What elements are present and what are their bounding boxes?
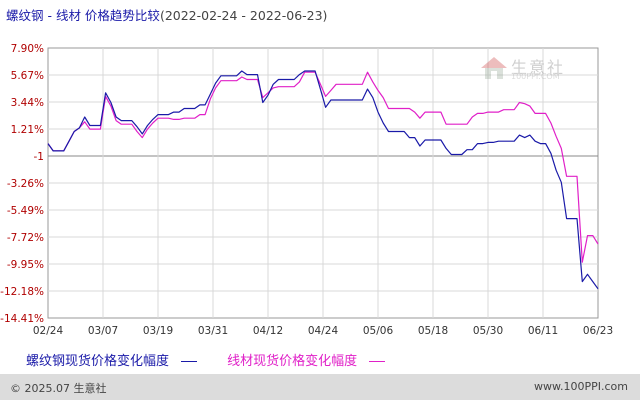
legend-label-rebar: 螺纹钢现货价格变化幅度 xyxy=(26,354,170,369)
y-tick-label: 3.44% xyxy=(11,97,44,109)
house-logo-icon xyxy=(481,57,507,79)
x-tick-label: 03/31 xyxy=(198,325,228,337)
x-tick-label: 05/30 xyxy=(473,325,503,337)
x-tick-label: 03/19 xyxy=(143,325,173,337)
legend-swatch-wire-rod xyxy=(369,361,386,362)
y-tick-label: -5.49% xyxy=(7,205,44,217)
x-tick-label: 02/24 xyxy=(33,325,64,337)
y-tick-label: -12.18% xyxy=(0,286,44,298)
x-tick-label: 05/18 xyxy=(418,325,448,337)
y-tick-label: -7.72% xyxy=(7,232,44,244)
y-tick-label: 5.67% xyxy=(11,70,44,82)
chart-legend: 螺纹钢现货价格变化幅度 线材现货价格变化幅度 xyxy=(26,350,386,369)
x-tick-label: 04/24 xyxy=(308,325,339,337)
series-line-rebar xyxy=(47,70,599,290)
y-tick-label: -3.26% xyxy=(7,178,44,190)
chart-title-text: 螺纹钢 - 线材 价格趋势比较 xyxy=(6,8,160,23)
chart-title: 螺纹钢 - 线材 价格趋势比较(2022-02-24 - 2022-06-23) xyxy=(6,5,327,24)
y-tick-label: 1.21% xyxy=(11,124,44,136)
x-tick-label: 04/12 xyxy=(253,325,283,337)
y-tick-label: -1 xyxy=(34,151,44,163)
y-tick-label: -9.95% xyxy=(7,259,44,271)
x-tick-label: 05/06 xyxy=(363,325,394,337)
chart-date-range: (2022-02-24 - 2022-06-23) xyxy=(159,8,328,23)
grid-lines xyxy=(48,48,598,318)
watermark-sub: 100PPI.COM xyxy=(511,72,560,81)
x-tick-label: 06/23 xyxy=(583,325,613,337)
series-lines xyxy=(47,70,599,290)
series-line-wire-rod xyxy=(47,71,599,263)
legend-label-wire-rod: 线材现货价格变化幅度 xyxy=(227,354,358,369)
x-tick-label: 06/11 xyxy=(528,325,558,337)
y-tick-label: -14.41% xyxy=(0,313,44,325)
footer-url[interactable]: www.100PPI.com xyxy=(534,380,628,393)
x-tick-label: 03/07 xyxy=(88,325,118,337)
axis-labels: 7.90% 5.67% 3.44% 1.21% -1 -3.26% -5.49% -7.72%… xyxy=(0,43,613,337)
watermark-logo: 生意社 100PPI.COM xyxy=(478,53,578,83)
footer-copyright: © 2025.07 生意社 xyxy=(10,382,107,395)
watermark-name: 生意社 xyxy=(511,58,566,77)
footer-bar: © 2025.07 生意社 www.100PPI.com xyxy=(0,374,640,400)
y-tick-label: 7.90% xyxy=(11,43,44,55)
legend-swatch-rebar xyxy=(181,361,198,362)
